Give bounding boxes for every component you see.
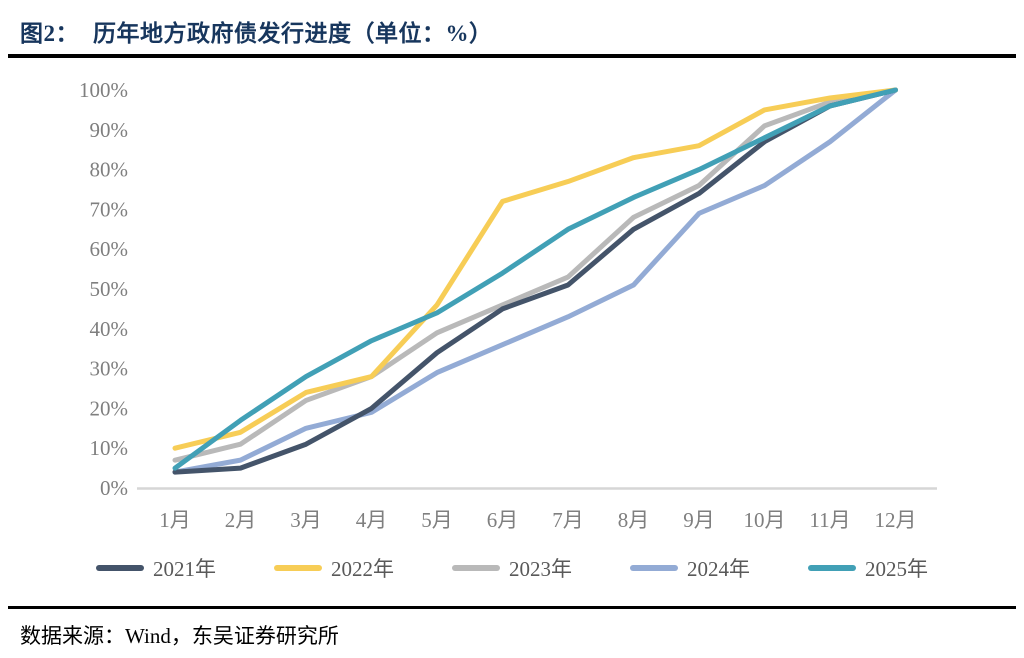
x-axis-tick-label: 1月 [159, 508, 191, 532]
y-axis-tick-label: 50% [90, 277, 129, 301]
title-divider-rule [8, 54, 1016, 58]
legend-item-2025: 2025年 [808, 553, 928, 583]
y-axis-tick-label: 10% [90, 436, 129, 460]
y-axis-tick-label: 0% [100, 476, 128, 500]
series-line-2025年 [172, 87, 898, 471]
series-line-2024年 [172, 87, 898, 475]
legend-swatch-2025 [808, 565, 856, 571]
x-axis-tick-label: 2月 [225, 508, 257, 532]
x-axis-tick-label: 5月 [421, 508, 453, 532]
legend-swatch-2024 [630, 565, 678, 571]
y-axis-tick-label: 40% [90, 317, 129, 341]
y-axis-tick-label: 60% [90, 237, 129, 261]
legend-item-2021: 2021年 [96, 553, 216, 583]
legend-label-2024: 2024年 [687, 557, 750, 581]
legend-swatch-2021 [96, 565, 144, 571]
x-axis-tick-label: 6月 [487, 508, 519, 532]
x-axis-tick-label: 12月 [875, 508, 917, 532]
chart-legend: 2021年 2022年 2023年 2024年 2025年 [0, 553, 1024, 583]
y-axis-tick-label: 80% [90, 158, 129, 182]
legend-swatch-2022 [274, 565, 322, 571]
legend-item-2024: 2024年 [630, 553, 750, 583]
y-axis-tick-label: 100% [79, 78, 128, 102]
y-axis-tick-label: 70% [90, 197, 129, 221]
legend-label-2023: 2023年 [509, 557, 572, 581]
series-line-2023年 [172, 87, 898, 463]
y-axis-tick-label: 90% [90, 118, 129, 142]
legend-swatch-2023 [452, 565, 500, 571]
footer-divider-rule [8, 606, 1016, 609]
data-source-label: 数据来源： [20, 624, 125, 648]
data-source-text: Wind，东吴证券研究所 [125, 624, 339, 648]
x-axis-tick-label: 11月 [809, 508, 850, 532]
legend-label-2025: 2025年 [865, 557, 928, 581]
figure-title-text: 历年地方政府债发行进度（单位：%） [93, 21, 493, 46]
y-axis-tick-label: 20% [90, 396, 129, 420]
figure-title: 图2： 历年地方政府债发行进度（单位：%） [20, 14, 493, 48]
figure-number-label: 图2： [20, 21, 79, 46]
line-chart: 100% 90% 80% 70% 60% 50% 40% 30% 20% 10% 0% 1月 2月 3月 4… [79, 78, 937, 532]
legend-label-2021: 2021年 [153, 557, 216, 581]
x-axis-tick-label: 10月 [744, 508, 786, 532]
legend-label-2022: 2022年 [331, 557, 394, 581]
legend-item-2022: 2022年 [274, 553, 394, 583]
x-axis-tick-label: 3月 [290, 508, 322, 532]
y-axis-tick-label: 30% [90, 357, 129, 381]
x-axis-tick-label: 9月 [683, 508, 715, 532]
series-line-2022年 [172, 87, 898, 451]
legend-item-2023: 2023年 [452, 553, 572, 583]
x-axis-tick-label: 8月 [618, 508, 650, 532]
data-source-line: 数据来源：Wind，东吴证券研究所 [20, 620, 339, 650]
x-axis-tick-label: 4月 [356, 508, 388, 532]
series-line-2021年 [172, 87, 898, 475]
x-axis-tick-label: 7月 [552, 508, 584, 532]
